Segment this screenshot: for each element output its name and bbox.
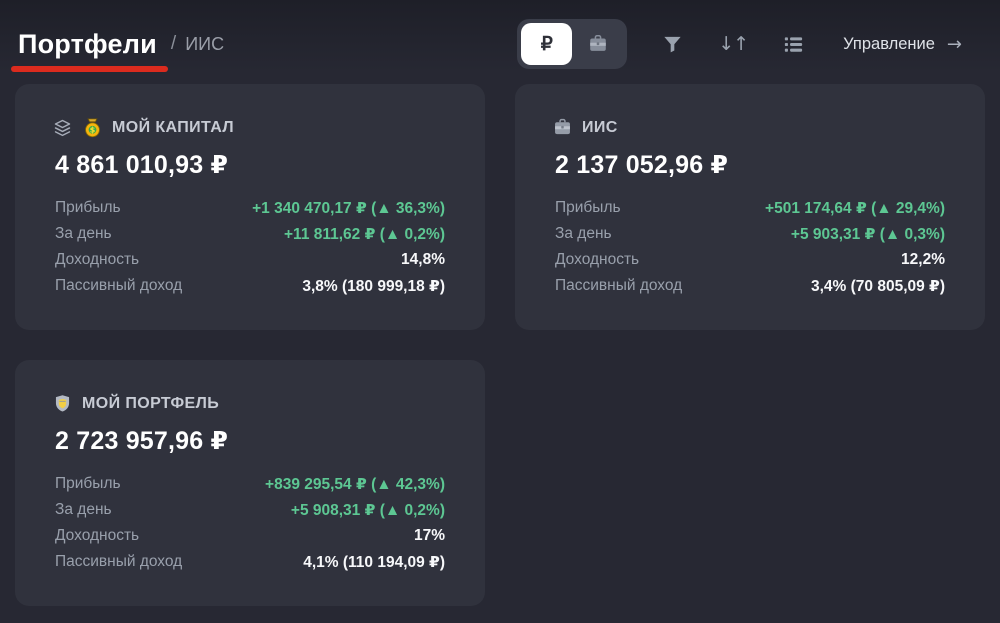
card-title: ИИС: [582, 118, 618, 136]
metric-row-passive-income: Пассивный доход 3,4% (70 805,09 ₽): [555, 277, 945, 295]
metric-row-day: За день +5 908,31 ₽ (▲ 0,2%): [55, 501, 445, 519]
list-icon: [782, 33, 805, 56]
display-mode-toggle: ₽: [517, 19, 628, 69]
portfolio-card-my-capital[interactable]: $ МОЙ КАПИТАЛ 4 861 010,93 ₽ Прибыль +1 …: [15, 84, 485, 330]
metric-row-profit: Прибыль +1 340 470,17 ₽ (▲ 36,3%): [55, 199, 445, 217]
svg-text:$: $: [90, 126, 95, 135]
money-bag-icon: $: [82, 117, 103, 138]
card-metrics: Прибыль +501 174,64 ₽ (▲ 29,4%) За день …: [555, 195, 945, 299]
metric-row-yield: Доходность 14,8%: [55, 251, 445, 268]
page-title: Портфели: [18, 28, 157, 59]
sort-button[interactable]: ↓↑: [718, 29, 749, 59]
portfolio-mode-toggle[interactable]: [572, 23, 623, 65]
filter-funnel-icon: [661, 33, 684, 56]
arrow-right-icon: →: [946, 33, 962, 55]
header: Портфели / ИИС ₽: [0, 0, 1000, 72]
filter-button[interactable]: [661, 29, 684, 59]
layers-icon: [52, 117, 73, 138]
card-head: МОЙ ПОРТФЕЛЬ: [52, 393, 445, 414]
manage-link[interactable]: Управление →: [843, 34, 962, 55]
briefcase-icon: [587, 33, 609, 55]
ruble-icon: ₽: [540, 33, 553, 55]
card-total-value: 2 723 957,96 ₽: [55, 427, 229, 455]
breadcrumb-current: ИИС: [185, 33, 225, 54]
metric-row-day: За день +5 903,31 ₽ (▲ 0,3%): [555, 225, 945, 243]
portfolio-card-my-portfolio[interactable]: МОЙ ПОРТФЕЛЬ 2 723 957,96 ₽ Прибыль +839…: [15, 360, 485, 606]
card-total-value: 4 861 010,93 ₽: [55, 151, 229, 179]
metric-row-yield: Доходность 12,2%: [555, 251, 945, 268]
card-metrics: Прибыль +839 295,54 ₽ (▲ 42,3%) За день …: [55, 471, 445, 575]
card-title: МОЙ КАПИТАЛ: [112, 118, 234, 136]
metric-row-passive-income: Пассивный доход 4,1% (110 194,09 ₽): [55, 553, 445, 571]
briefcase-icon: [552, 117, 573, 138]
metric-row-passive-income: Пассивный доход 3,8% (180 999,18 ₽): [55, 277, 445, 295]
card-head: ИИС: [552, 117, 945, 138]
title-underline: [11, 65, 168, 72]
card-title: МОЙ ПОРТФЕЛЬ: [82, 394, 220, 412]
manage-label: Управление: [843, 34, 935, 53]
metric-row-day: За день +11 811,62 ₽ (▲ 0,2%): [55, 225, 445, 243]
metric-row-yield: Доходность 17%: [55, 527, 445, 544]
metric-row-profit: Прибыль +839 295,54 ₽ (▲ 42,3%): [55, 475, 445, 493]
header-controls: ₽: [517, 19, 984, 69]
sort-arrows-icon: ↓↑: [718, 33, 749, 55]
cards-grid: $ МОЙ КАПИТАЛ 4 861 010,93 ₽ Прибыль +1 …: [0, 84, 1000, 606]
portfolio-card-iis[interactable]: ИИС 2 137 052,96 ₽ Прибыль +501 174,64 ₽…: [515, 84, 985, 330]
breadcrumb-separator: /: [170, 33, 177, 54]
currency-ruble-toggle[interactable]: ₽: [521, 23, 573, 65]
list-view-button[interactable]: [782, 29, 805, 59]
bank-crest-icon: [52, 393, 73, 414]
metric-row-profit: Прибыль +501 174,64 ₽ (▲ 29,4%): [555, 199, 945, 217]
card-total-value: 2 137 052,96 ₽: [555, 151, 729, 179]
page-title-wrap: Портфели: [11, 28, 168, 72]
card-head: $ МОЙ КАПИТАЛ: [52, 117, 445, 138]
card-metrics: Прибыль +1 340 470,17 ₽ (▲ 36,3%) За ден…: [55, 195, 445, 299]
